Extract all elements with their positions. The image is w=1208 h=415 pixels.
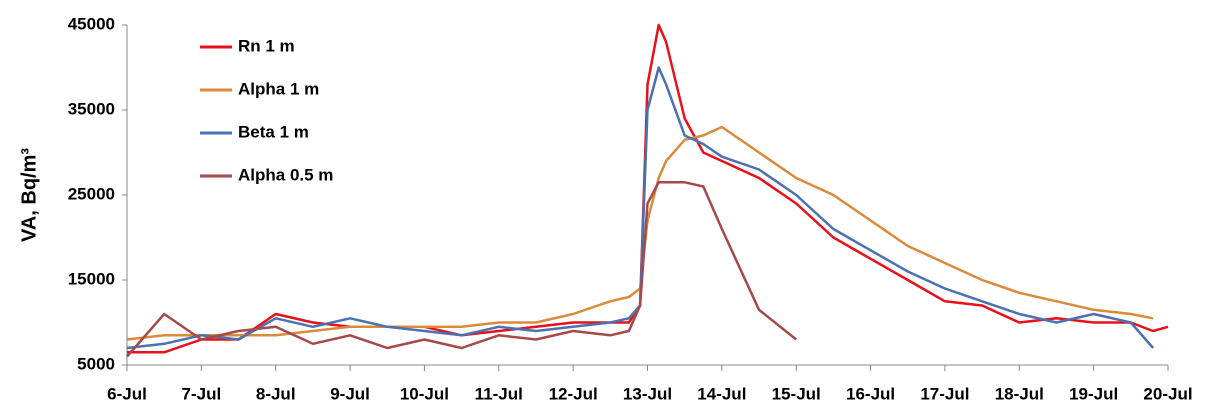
series-line xyxy=(126,125,1154,341)
x-tick-label: 20-Jul xyxy=(1143,384,1192,403)
x-tick-label: 13-Jul xyxy=(623,384,672,403)
y-tick-label: 5000 xyxy=(77,354,115,373)
y-tick-label: 45000 xyxy=(68,14,115,33)
x-tick-label: 17-Jul xyxy=(920,384,969,403)
x-tick-label: 14-Jul xyxy=(697,384,746,403)
x-tick-label: 10-Jul xyxy=(400,384,449,403)
x-tick-label: 12-Jul xyxy=(549,384,598,403)
legend-label: Beta 1 m xyxy=(238,122,309,141)
x-tick-label: 9-Jul xyxy=(330,384,370,403)
legend-label: Alpha 0.5 m xyxy=(238,165,333,184)
x-tick-label: 8-Jul xyxy=(256,384,296,403)
x-tick-label: 15-Jul xyxy=(772,384,821,403)
legend-label: Alpha 1 m xyxy=(238,79,319,98)
y-axis-label: VA, Bq/m³ xyxy=(18,148,40,242)
x-tick-label: 11-Jul xyxy=(475,384,523,403)
y-tick-label: 35000 xyxy=(68,99,115,118)
x-tick-label: 6-Jul xyxy=(107,384,147,403)
series-line xyxy=(127,23,1169,354)
x-tick-label: 19-Jul xyxy=(1069,384,1118,403)
series-line xyxy=(126,66,1155,350)
x-tick-label: 7-Jul xyxy=(182,384,222,403)
series-line xyxy=(126,181,797,358)
x-tick-label: 18-Jul xyxy=(995,384,1044,403)
x-tick-label: 16-Jul xyxy=(846,384,895,403)
y-tick-label: 25000 xyxy=(68,184,115,203)
y-tick-label: 15000 xyxy=(68,269,115,288)
legend-label: Rn 1 m xyxy=(238,36,295,55)
